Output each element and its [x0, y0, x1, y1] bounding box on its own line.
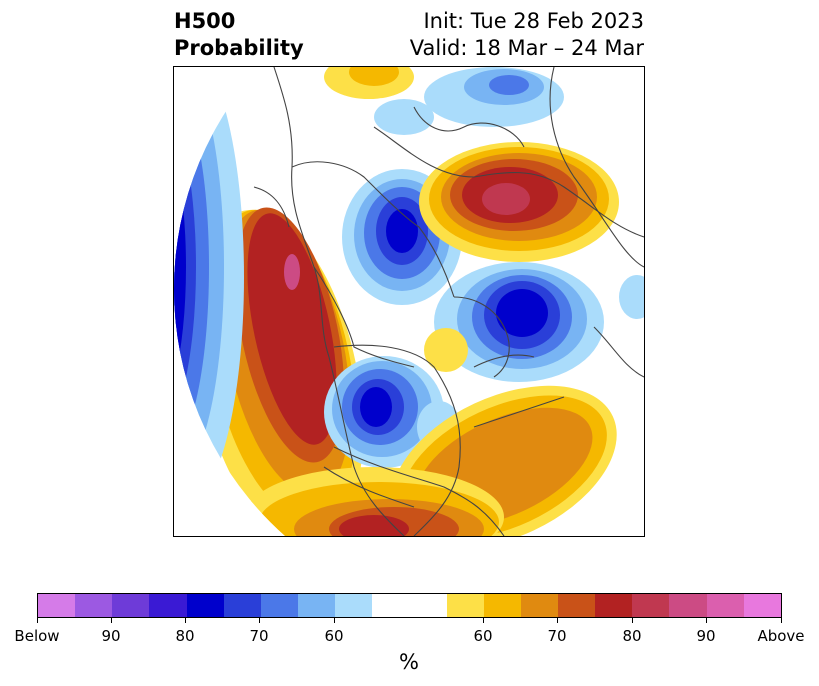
- colorbar-tick-mark: [706, 618, 707, 623]
- colorbar-segment: [112, 594, 150, 617]
- colorbar-tick-mark: [334, 618, 335, 623]
- valid-period: Valid: 18 Mar – 24 Mar: [409, 36, 644, 60]
- colorbar-segment: [38, 594, 76, 617]
- title-block-right: Init: Tue 28 Feb 2023 Valid: 18 Mar – 24…: [410, 8, 644, 62]
- colorbar: [37, 593, 782, 618]
- colorbar-segment: [520, 594, 558, 617]
- probability-map: [173, 66, 645, 537]
- colorbar-tick-label: Above: [757, 627, 805, 645]
- colorbar-segment: [372, 594, 410, 617]
- title-block-left: H500 Probability: [174, 8, 304, 62]
- colorbar-tick-label: 70: [249, 627, 269, 645]
- colorbar-segment: [483, 594, 521, 617]
- colorbar-tick-label: 80: [622, 627, 642, 645]
- init-date: Init: Tue 28 Feb 2023: [423, 9, 644, 33]
- colorbar-segment: [149, 594, 187, 617]
- colorbar-tick-mark: [557, 618, 558, 623]
- colorbar-tick-mark: [185, 618, 186, 623]
- colorbar-segment: [446, 594, 484, 617]
- colorbar-tick-label: Below: [14, 627, 60, 645]
- colorbar-tick-mark: [632, 618, 633, 623]
- colorbar-tick-mark: [483, 618, 484, 623]
- field-label: H500: [174, 9, 236, 33]
- colorbar-segment: [223, 594, 261, 617]
- colorbar-unit: %: [399, 650, 419, 674]
- colorbar-segment: [335, 594, 373, 617]
- colorbar-segment: [743, 594, 781, 617]
- anomaly-east-negative: [434, 262, 644, 382]
- colorbar-tick-label: 70: [547, 627, 567, 645]
- colorbar-tick-mark: [37, 618, 38, 623]
- colorbar-tick-label: 90: [696, 627, 716, 645]
- map-canvas: [174, 67, 644, 536]
- colorbar-segment: [632, 594, 670, 617]
- colorbar-tick-label: 60: [473, 627, 493, 645]
- colorbar-segment: [706, 594, 744, 617]
- product-label: Probability: [174, 36, 304, 60]
- anomaly-center-positive: [424, 328, 468, 372]
- colorbar-tick-label: 80: [175, 627, 195, 645]
- colorbar-tick-label: 60: [324, 627, 344, 645]
- colorbar-tick-mark: [111, 618, 112, 623]
- colorbar-segment: [409, 594, 447, 617]
- anomaly-atlantic-positive: [244, 385, 617, 536]
- colorbar-tick-mark: [259, 618, 260, 623]
- colorbar-segment: [75, 594, 113, 617]
- colorbar-tick-mark: [781, 618, 782, 623]
- colorbar-segment: [297, 594, 336, 617]
- coastlines: [253, 67, 644, 536]
- colorbar-segment: [557, 594, 596, 617]
- colorbar-segment: [260, 594, 298, 617]
- colorbar-segment: [669, 594, 707, 617]
- colorbar-segment: [186, 594, 224, 617]
- colorbar-segment: [595, 594, 633, 617]
- anomaly-top: [324, 67, 564, 135]
- anomaly-siberia-positive: [419, 142, 619, 262]
- colorbar-tick-label: 90: [101, 627, 121, 645]
